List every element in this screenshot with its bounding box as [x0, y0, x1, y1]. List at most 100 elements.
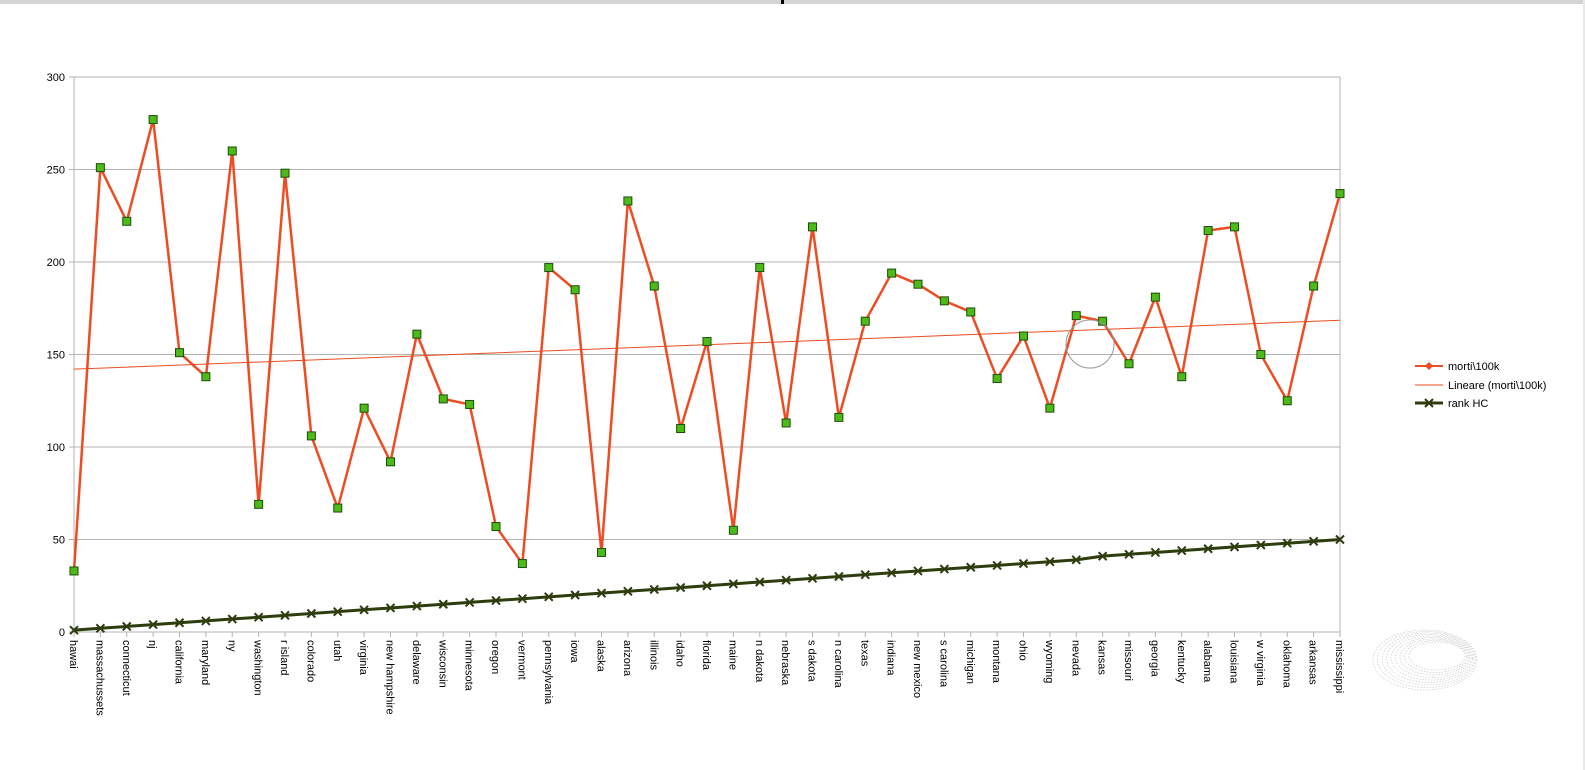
data-point-rank-hc	[174, 618, 185, 628]
x-tick-label: pennsylvania	[542, 640, 554, 705]
data-point-morti	[1309, 281, 1319, 291]
data-point-rank-hc	[992, 560, 1002, 571]
x-axis-ticks: hawai massachussets connecticut nj californi…	[67, 632, 1345, 716]
data-point-morti	[465, 399, 475, 409]
data-point-rank-hc	[675, 582, 686, 593]
data-point-rank-hc	[728, 579, 739, 589]
data-point-morti	[148, 115, 158, 125]
marker-stroke	[69, 625, 79, 635]
data-point-rank-hc	[570, 590, 580, 600]
x-tick-label: ny	[225, 640, 237, 652]
marker-stroke	[939, 564, 950, 574]
legend-label-morti: morti\100k	[1448, 361, 1500, 373]
data-point-morti	[69, 566, 79, 576]
decorations	[781, 0, 1478, 691]
marker-stroke	[1256, 540, 1266, 550]
marker-stroke	[570, 590, 580, 600]
data-point-rank-hc	[1308, 536, 1319, 547]
data-point-morti	[254, 499, 264, 509]
data-point-rank-hc	[966, 562, 976, 572]
data-point-rank-hc	[781, 575, 791, 585]
x-tick-label: kentucky	[1175, 640, 1187, 684]
scribble-stroke	[1386, 634, 1473, 683]
marker-stroke	[95, 623, 106, 634]
data-point-rank-hc	[1097, 551, 1108, 561]
data-point-rank-hc	[491, 595, 501, 606]
data-point-morti	[1019, 331, 1028, 341]
x-tick-label: missouri	[1122, 640, 1134, 681]
marker-stroke	[1229, 542, 1240, 552]
legend-swatch-marker-rank	[1424, 398, 1434, 408]
marker-stroke	[306, 608, 317, 619]
y-tick-label: 100	[47, 442, 65, 454]
data-point-morti	[966, 307, 976, 317]
x-tick-label: wisconsin	[436, 639, 448, 688]
marker-stroke	[755, 577, 765, 587]
data-point-rank-hc	[148, 619, 158, 630]
data-point-morti	[702, 337, 712, 347]
x-tick-label: hawai	[67, 640, 79, 669]
x-tick-label: nebraska	[779, 640, 791, 686]
marker-stroke	[781, 575, 791, 585]
window-top-border	[0, 0, 1585, 4]
data-point-morti	[728, 525, 738, 535]
circle-annotation	[1065, 319, 1115, 369]
marker-stroke	[491, 595, 501, 606]
legend-label-trend: Lineare (morti\100k)	[1448, 380, 1546, 392]
y-tick-label: 300	[47, 72, 65, 84]
data-point-rank-hc	[385, 603, 396, 613]
x-tick-label: ohio	[1017, 640, 1029, 661]
legend: morti\100k Lineare (morti\100k) rank HC	[1415, 361, 1546, 410]
data-point-morti	[412, 329, 422, 339]
data-point-morti	[227, 146, 237, 156]
y-tick-label: 200	[47, 257, 65, 269]
legend-label-rank: rank HC	[1448, 398, 1488, 410]
top-edge-mark	[781, 0, 784, 4]
data-point-morti	[1150, 292, 1160, 302]
data-point-morti	[992, 374, 1002, 384]
data-point-morti	[623, 196, 633, 206]
x-tick-label: idaho	[674, 640, 686, 667]
data-point-morti	[1203, 226, 1213, 236]
marker-stroke	[966, 562, 976, 572]
x-tick-label: massachussets	[93, 640, 105, 716]
data-point-rank-hc	[306, 608, 317, 619]
data-point-rank-hc	[1150, 547, 1161, 558]
x-tick-label: n dakota	[753, 640, 765, 683]
data-point-morti	[1335, 189, 1345, 199]
x-tick-label: georgia	[1148, 640, 1160, 678]
scribble-stroke	[1381, 632, 1475, 686]
x-tick-label: washington	[252, 639, 264, 696]
marker-stroke	[1097, 551, 1108, 561]
y-axis-ticks: 0 50 100 150 200 250 300	[47, 72, 74, 639]
data-point-rank-hc	[95, 623, 106, 634]
data-point-rank-hc	[227, 614, 237, 624]
y-tick-label: 150	[47, 350, 65, 362]
x-tick-label: maryland	[199, 640, 211, 685]
x-tick-label: arkansas	[1307, 640, 1319, 685]
marker-stroke	[148, 619, 158, 630]
data-point-rank-hc	[1256, 540, 1266, 550]
data-point-morti	[517, 559, 527, 569]
marker-stroke	[596, 588, 607, 598]
data-point-morti	[939, 296, 949, 306]
x-tick-label: virginia	[357, 640, 369, 676]
data-point-rank-hc	[359, 605, 369, 615]
marker-stroke	[1045, 556, 1055, 567]
data-point-rank-hc	[1124, 549, 1134, 560]
data-point-morti	[1045, 403, 1055, 413]
x-tick-label: s carolina	[937, 640, 949, 688]
marker-stroke	[174, 618, 185, 628]
data-point-rank-hc	[1335, 534, 1345, 545]
marker-stroke	[517, 593, 528, 604]
scribble-stroke	[1377, 631, 1476, 688]
data-point-morti	[201, 372, 211, 382]
data-point-morti	[1071, 311, 1081, 321]
data-point-rank-hc	[886, 568, 897, 578]
data-point-morti	[491, 522, 501, 532]
marker-stroke	[1071, 555, 1081, 565]
marker-stroke	[201, 616, 211, 626]
data-point-morti	[438, 394, 448, 404]
x-tick-label: nj	[146, 640, 158, 649]
